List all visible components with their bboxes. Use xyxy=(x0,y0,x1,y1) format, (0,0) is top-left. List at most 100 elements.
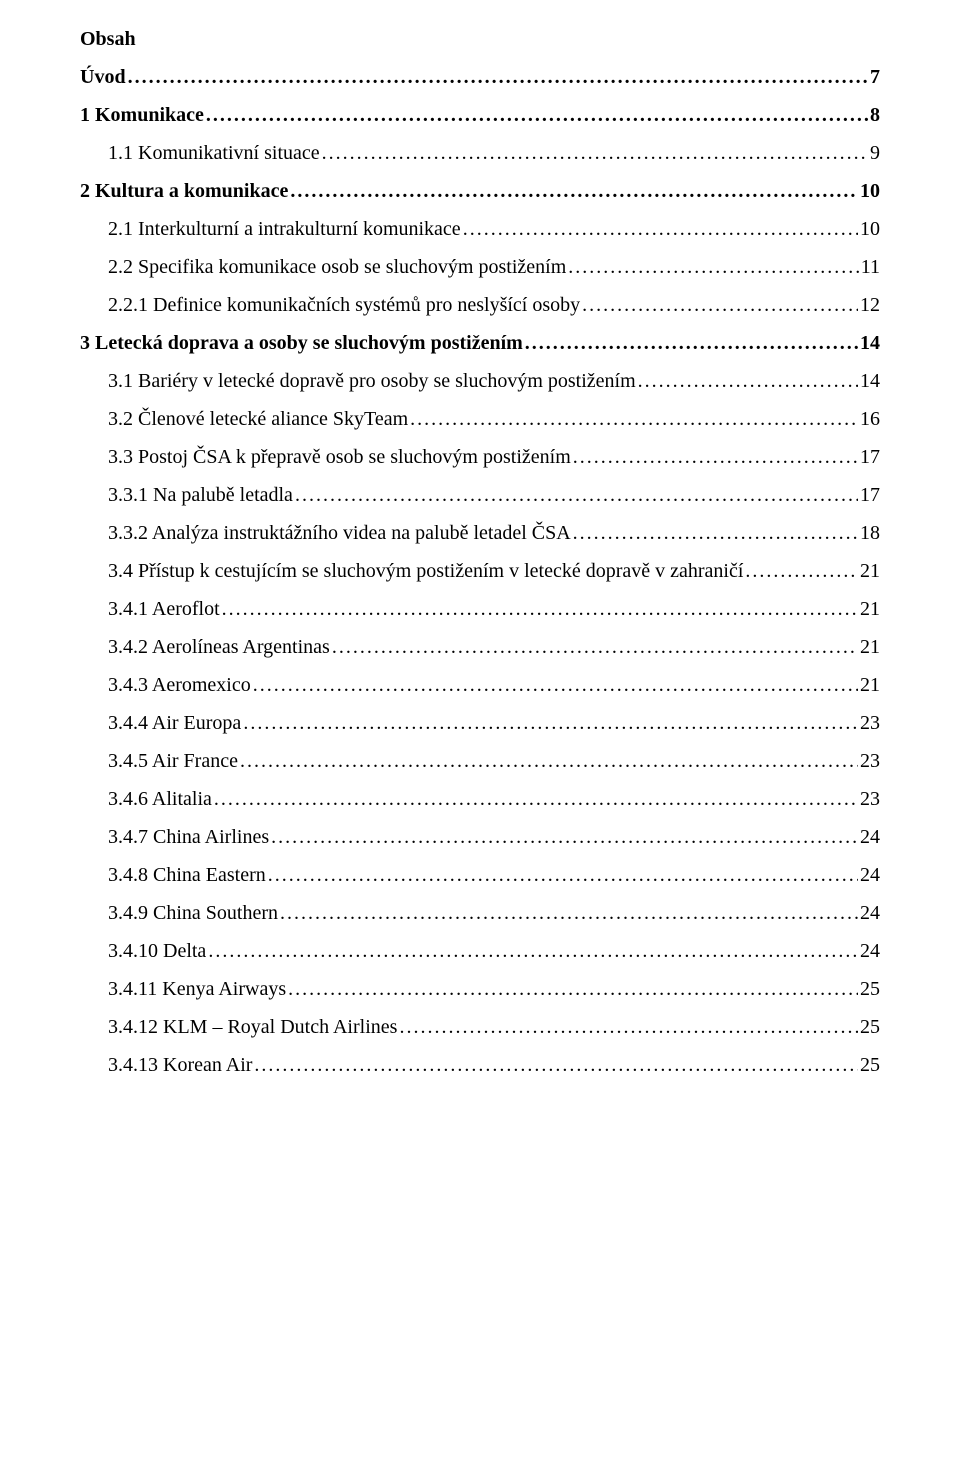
toc-entry-label: 3.1 Bariéry v letecké dopravě pro osoby … xyxy=(108,362,638,400)
toc-entry-label: 3.4.4 Air Europa xyxy=(108,704,243,742)
toc-leader-dots xyxy=(208,932,858,970)
toc-leader-dots xyxy=(271,818,858,856)
toc-entry-label: 2.1 Interkulturní a intrakulturní komuni… xyxy=(108,210,463,248)
table-of-contents: Úvod71 Komunikace81.1 Komunikativní situ… xyxy=(80,58,880,1084)
toc-entry: 2 Kultura a komunikace 10 xyxy=(80,172,880,210)
toc-leader-dots xyxy=(525,324,858,362)
toc-entry-label: 2 Kultura a komunikace xyxy=(80,172,290,210)
toc-entry: 3.4.9 China Southern 24 xyxy=(80,894,880,932)
toc-entry: 3.4.8 China Eastern24 xyxy=(80,856,880,894)
toc-entry-page: 24 xyxy=(858,818,880,856)
toc-leader-dots xyxy=(253,666,858,704)
toc-entry-label: 2.2.1 Definice komunikačních systémů pro… xyxy=(108,286,582,324)
toc-entry: 3.4.11 Kenya Airways 25 xyxy=(80,970,880,1008)
toc-leader-dots xyxy=(582,286,858,324)
toc-entry-page: 17 xyxy=(858,476,880,514)
toc-entry: 3.4.2 Aerolíneas Argentinas 21 xyxy=(80,628,880,666)
toc-leader-dots xyxy=(254,1046,858,1084)
toc-entry-label: 3.4.3 Aeromexico xyxy=(108,666,253,704)
toc-entry-label: 3.4.2 Aerolíneas Argentinas xyxy=(108,628,332,666)
toc-leader-dots xyxy=(638,362,858,400)
toc-entry-page: 11 xyxy=(859,248,880,286)
toc-entry-label: 3.4.12 KLM – Royal Dutch Airlines xyxy=(108,1008,399,1046)
toc-entry: 3.4.10 Delta24 xyxy=(80,932,880,970)
toc-leader-dots xyxy=(573,514,858,552)
toc-entry-page: 8 xyxy=(868,96,880,134)
toc-entry: 3.4.5 Air France 23 xyxy=(80,742,880,780)
toc-entry-label: 3.3.2 Analýza instruktážního videa na pa… xyxy=(108,514,573,552)
toc-entry-page: 23 xyxy=(858,780,880,818)
toc-entry-label: 3 Letecká doprava a osoby se sluchovým p… xyxy=(80,324,525,362)
toc-entry-label: 3.4.11 Kenya Airways xyxy=(108,970,288,1008)
toc-entry: 3.4.12 KLM – Royal Dutch Airlines 25 xyxy=(80,1008,880,1046)
toc-entry-page: 21 xyxy=(858,628,880,666)
toc-entry-label: Úvod xyxy=(80,58,128,96)
toc-entry-label: 3.4.1 Aeroflot xyxy=(108,590,222,628)
toc-entry: 3.4.4 Air Europa 23 xyxy=(80,704,880,742)
toc-entry: 3 Letecká doprava a osoby se sluchovým p… xyxy=(80,324,880,362)
toc-entry-page: 25 xyxy=(858,1008,880,1046)
toc-leader-dots xyxy=(290,172,858,210)
toc-leader-dots xyxy=(240,742,858,780)
toc-entry: 3.4.6 Alitalia 23 xyxy=(80,780,880,818)
toc-leader-dots xyxy=(268,856,858,894)
toc-entry-label: 3.4.13 Korean Air xyxy=(108,1046,254,1084)
toc-entry-page: 21 xyxy=(858,552,880,590)
page-title: Obsah xyxy=(80,20,880,58)
toc-entry-page: 9 xyxy=(868,134,880,172)
toc-entry: 3.1 Bariéry v letecké dopravě pro osoby … xyxy=(80,362,880,400)
toc-entry-page: 18 xyxy=(858,514,880,552)
toc-entry-label: 3.3 Postoj ČSA k přepravě osob se slucho… xyxy=(108,438,573,476)
toc-entry-label: 3.4.7 China Airlines xyxy=(108,818,271,856)
toc-entry-label: 3.2 Členové letecké aliance SkyTeam xyxy=(108,400,410,438)
toc-entry-page: 23 xyxy=(858,704,880,742)
toc-leader-dots xyxy=(322,134,868,172)
toc-entry-page: 14 xyxy=(858,324,880,362)
toc-entry: 2.2 Specifika komunikace osob se sluchov… xyxy=(80,248,880,286)
toc-entry-page: 23 xyxy=(858,742,880,780)
toc-entry-label: 1.1 Komunikativní situace xyxy=(108,134,322,172)
toc-entry-page: 16 xyxy=(858,400,880,438)
toc-leader-dots xyxy=(128,58,868,96)
toc-entry-page: 10 xyxy=(858,210,880,248)
toc-leader-dots xyxy=(295,476,858,514)
toc-entry-page: 25 xyxy=(858,1046,880,1084)
toc-entry: Úvod 7 xyxy=(80,58,880,96)
toc-leader-dots xyxy=(222,590,858,628)
toc-entry: 3.4.7 China Airlines 24 xyxy=(80,818,880,856)
toc-entry-page: 10 xyxy=(858,172,880,210)
toc-leader-dots xyxy=(399,1008,858,1046)
toc-entry-label: 2.2 Specifika komunikace osob se sluchov… xyxy=(108,248,568,286)
toc-entry-label: 3.4 Přístup k cestujícím se sluchovým po… xyxy=(108,552,745,590)
toc-entry: 2.2.1 Definice komunikačních systémů pro… xyxy=(80,286,880,324)
toc-entry-page: 21 xyxy=(858,590,880,628)
toc-entry-page: 24 xyxy=(858,856,880,894)
toc-leader-dots xyxy=(463,210,858,248)
toc-leader-dots xyxy=(745,552,858,590)
toc-leader-dots xyxy=(573,438,858,476)
toc-entry: 3.2 Členové letecké aliance SkyTeam 16 xyxy=(80,400,880,438)
toc-entry-page: 17 xyxy=(858,438,880,476)
toc-entry-page: 12 xyxy=(858,286,880,324)
toc-entry-label: 3.4.10 Delta xyxy=(108,932,208,970)
toc-entry-label: 3.4.9 China Southern xyxy=(108,894,280,932)
toc-entry: 1 Komunikace 8 xyxy=(80,96,880,134)
toc-entry-page: 25 xyxy=(858,970,880,1008)
toc-leader-dots xyxy=(288,970,858,1008)
toc-entry: 3.3.1 Na palubě letadla 17 xyxy=(80,476,880,514)
toc-entry: 3.4.13 Korean Air 25 xyxy=(80,1046,880,1084)
toc-entry-label: 1 Komunikace xyxy=(80,96,206,134)
toc-leader-dots xyxy=(332,628,858,666)
toc-entry: 3.3.2 Analýza instruktážního videa na pa… xyxy=(80,514,880,552)
toc-leader-dots xyxy=(243,704,858,742)
toc-entry-page: 24 xyxy=(858,894,880,932)
toc-leader-dots xyxy=(214,780,858,818)
toc-entry-label: 3.4.6 Alitalia xyxy=(108,780,214,818)
toc-entry-label: 3.3.1 Na palubě letadla xyxy=(108,476,295,514)
toc-entry-label: 3.4.5 Air France xyxy=(108,742,240,780)
toc-entry-page: 14 xyxy=(858,362,880,400)
toc-leader-dots xyxy=(206,96,868,134)
toc-entry: 1.1 Komunikativní situace 9 xyxy=(80,134,880,172)
toc-entry: 3.4.3 Aeromexico21 xyxy=(80,666,880,704)
toc-entry-page: 7 xyxy=(868,58,880,96)
